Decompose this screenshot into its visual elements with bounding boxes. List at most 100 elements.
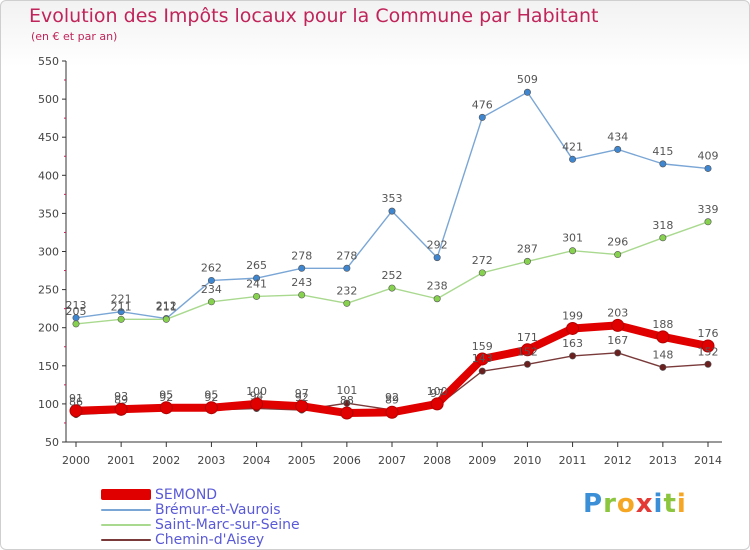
data-point bbox=[159, 401, 173, 415]
data-point bbox=[69, 404, 83, 418]
data-label: 199 bbox=[562, 309, 583, 322]
data-point bbox=[207, 298, 215, 306]
data-label: 292 bbox=[427, 239, 448, 252]
y-tick-label: 250 bbox=[38, 284, 59, 297]
data-point bbox=[207, 276, 215, 284]
data-point bbox=[430, 397, 444, 411]
data-point bbox=[433, 295, 441, 303]
data-point bbox=[117, 315, 125, 323]
data-label: 243 bbox=[291, 276, 312, 289]
data-label: 89 bbox=[114, 393, 128, 406]
data-label: 176 bbox=[698, 327, 719, 340]
x-tick-label: 2012 bbox=[604, 454, 632, 467]
x-tick-label: 2000 bbox=[62, 454, 90, 467]
y-tick-label: 100 bbox=[38, 398, 59, 411]
data-point bbox=[569, 247, 577, 255]
data-label: 94 bbox=[250, 389, 264, 402]
data-point bbox=[388, 207, 396, 215]
data-label: 278 bbox=[336, 249, 357, 262]
data-label: 509 bbox=[517, 73, 538, 86]
data-label: 213 bbox=[66, 299, 87, 312]
data-point bbox=[253, 292, 261, 300]
data-point bbox=[343, 299, 351, 307]
legend-swatch-saint-marc bbox=[101, 523, 151, 526]
data-point bbox=[343, 399, 351, 407]
data-point bbox=[659, 363, 667, 371]
data-label: 234 bbox=[201, 283, 222, 296]
legend-swatch-bremur bbox=[101, 508, 151, 511]
chart-legend: SEMOND Brémur-et-Vaurois Saint-Marc-sur-… bbox=[101, 486, 300, 548]
legend-label-semond: SEMOND bbox=[155, 486, 218, 503]
data-point bbox=[659, 160, 667, 168]
data-point bbox=[523, 360, 531, 368]
data-label: 95 bbox=[159, 389, 173, 402]
data-label: 171 bbox=[517, 331, 538, 344]
data-point bbox=[659, 234, 667, 242]
data-label: 152 bbox=[517, 345, 538, 358]
data-point bbox=[523, 88, 531, 96]
data-point bbox=[478, 113, 486, 121]
data-point bbox=[340, 406, 354, 420]
data-label: 409 bbox=[698, 149, 719, 162]
data-label: 92 bbox=[159, 391, 173, 404]
data-label: 221 bbox=[111, 293, 132, 306]
x-tick-label: 2011 bbox=[559, 454, 587, 467]
data-label: 97 bbox=[430, 387, 444, 400]
data-label: 339 bbox=[698, 203, 719, 216]
data-label: 152 bbox=[698, 345, 719, 358]
data-label: 92 bbox=[385, 391, 399, 404]
data-label: 301 bbox=[562, 232, 583, 245]
data-point bbox=[72, 320, 80, 328]
x-tick-label: 2007 bbox=[378, 454, 406, 467]
data-label: 287 bbox=[517, 242, 538, 255]
legend-swatch-semond bbox=[101, 489, 151, 500]
data-label: 148 bbox=[652, 348, 673, 361]
x-tick-label: 2009 bbox=[468, 454, 496, 467]
y-tick-label: 50 bbox=[45, 436, 59, 449]
logo-letter: t bbox=[663, 489, 677, 519]
data-point bbox=[614, 251, 622, 259]
chart-subtitle: (en € et par an) bbox=[31, 30, 118, 43]
data-point bbox=[656, 330, 670, 344]
x-tick-label: 2013 bbox=[649, 454, 677, 467]
data-point bbox=[433, 254, 441, 262]
data-point bbox=[614, 145, 622, 153]
data-label: 252 bbox=[382, 269, 403, 282]
x-tick-label: 2001 bbox=[107, 454, 135, 467]
data-point bbox=[250, 397, 264, 411]
data-label: 92 bbox=[295, 391, 309, 404]
y-tick-label: 150 bbox=[38, 360, 59, 373]
logo-letter: i bbox=[676, 489, 687, 519]
logo-letter: r bbox=[603, 489, 617, 519]
legend-label-saint-marc: Saint-Marc-sur-Seine bbox=[155, 516, 300, 533]
data-label: 434 bbox=[607, 130, 628, 143]
data-label: 241 bbox=[246, 277, 267, 290]
data-label: 262 bbox=[201, 261, 222, 274]
data-label: 92 bbox=[204, 391, 218, 404]
data-point bbox=[566, 321, 580, 335]
y-tick-label: 300 bbox=[38, 246, 59, 259]
data-label: 211 bbox=[156, 300, 177, 313]
data-point bbox=[701, 339, 715, 353]
data-label: 95 bbox=[204, 389, 218, 402]
data-label: 476 bbox=[472, 98, 493, 111]
data-point bbox=[614, 349, 622, 357]
data-label: 97 bbox=[295, 387, 309, 400]
data-point bbox=[253, 274, 261, 282]
y-tick-label: 350 bbox=[38, 207, 59, 220]
data-label: 89 bbox=[385, 393, 399, 406]
data-point bbox=[704, 218, 712, 226]
logo-letter: x bbox=[635, 489, 654, 519]
chart-title: Evolution des Impôts locaux pour la Comm… bbox=[29, 5, 599, 27]
data-point bbox=[298, 264, 306, 272]
data-point bbox=[204, 401, 218, 415]
data-point bbox=[569, 352, 577, 360]
data-point bbox=[343, 264, 351, 272]
legend-label-chemin: Chemin-d'Aisey bbox=[155, 531, 265, 548]
data-label: 278 bbox=[291, 249, 312, 262]
data-label: 93 bbox=[114, 390, 128, 403]
legend-swatch-chemin bbox=[101, 538, 151, 541]
data-point bbox=[117, 308, 125, 316]
data-label: 318 bbox=[652, 219, 673, 232]
